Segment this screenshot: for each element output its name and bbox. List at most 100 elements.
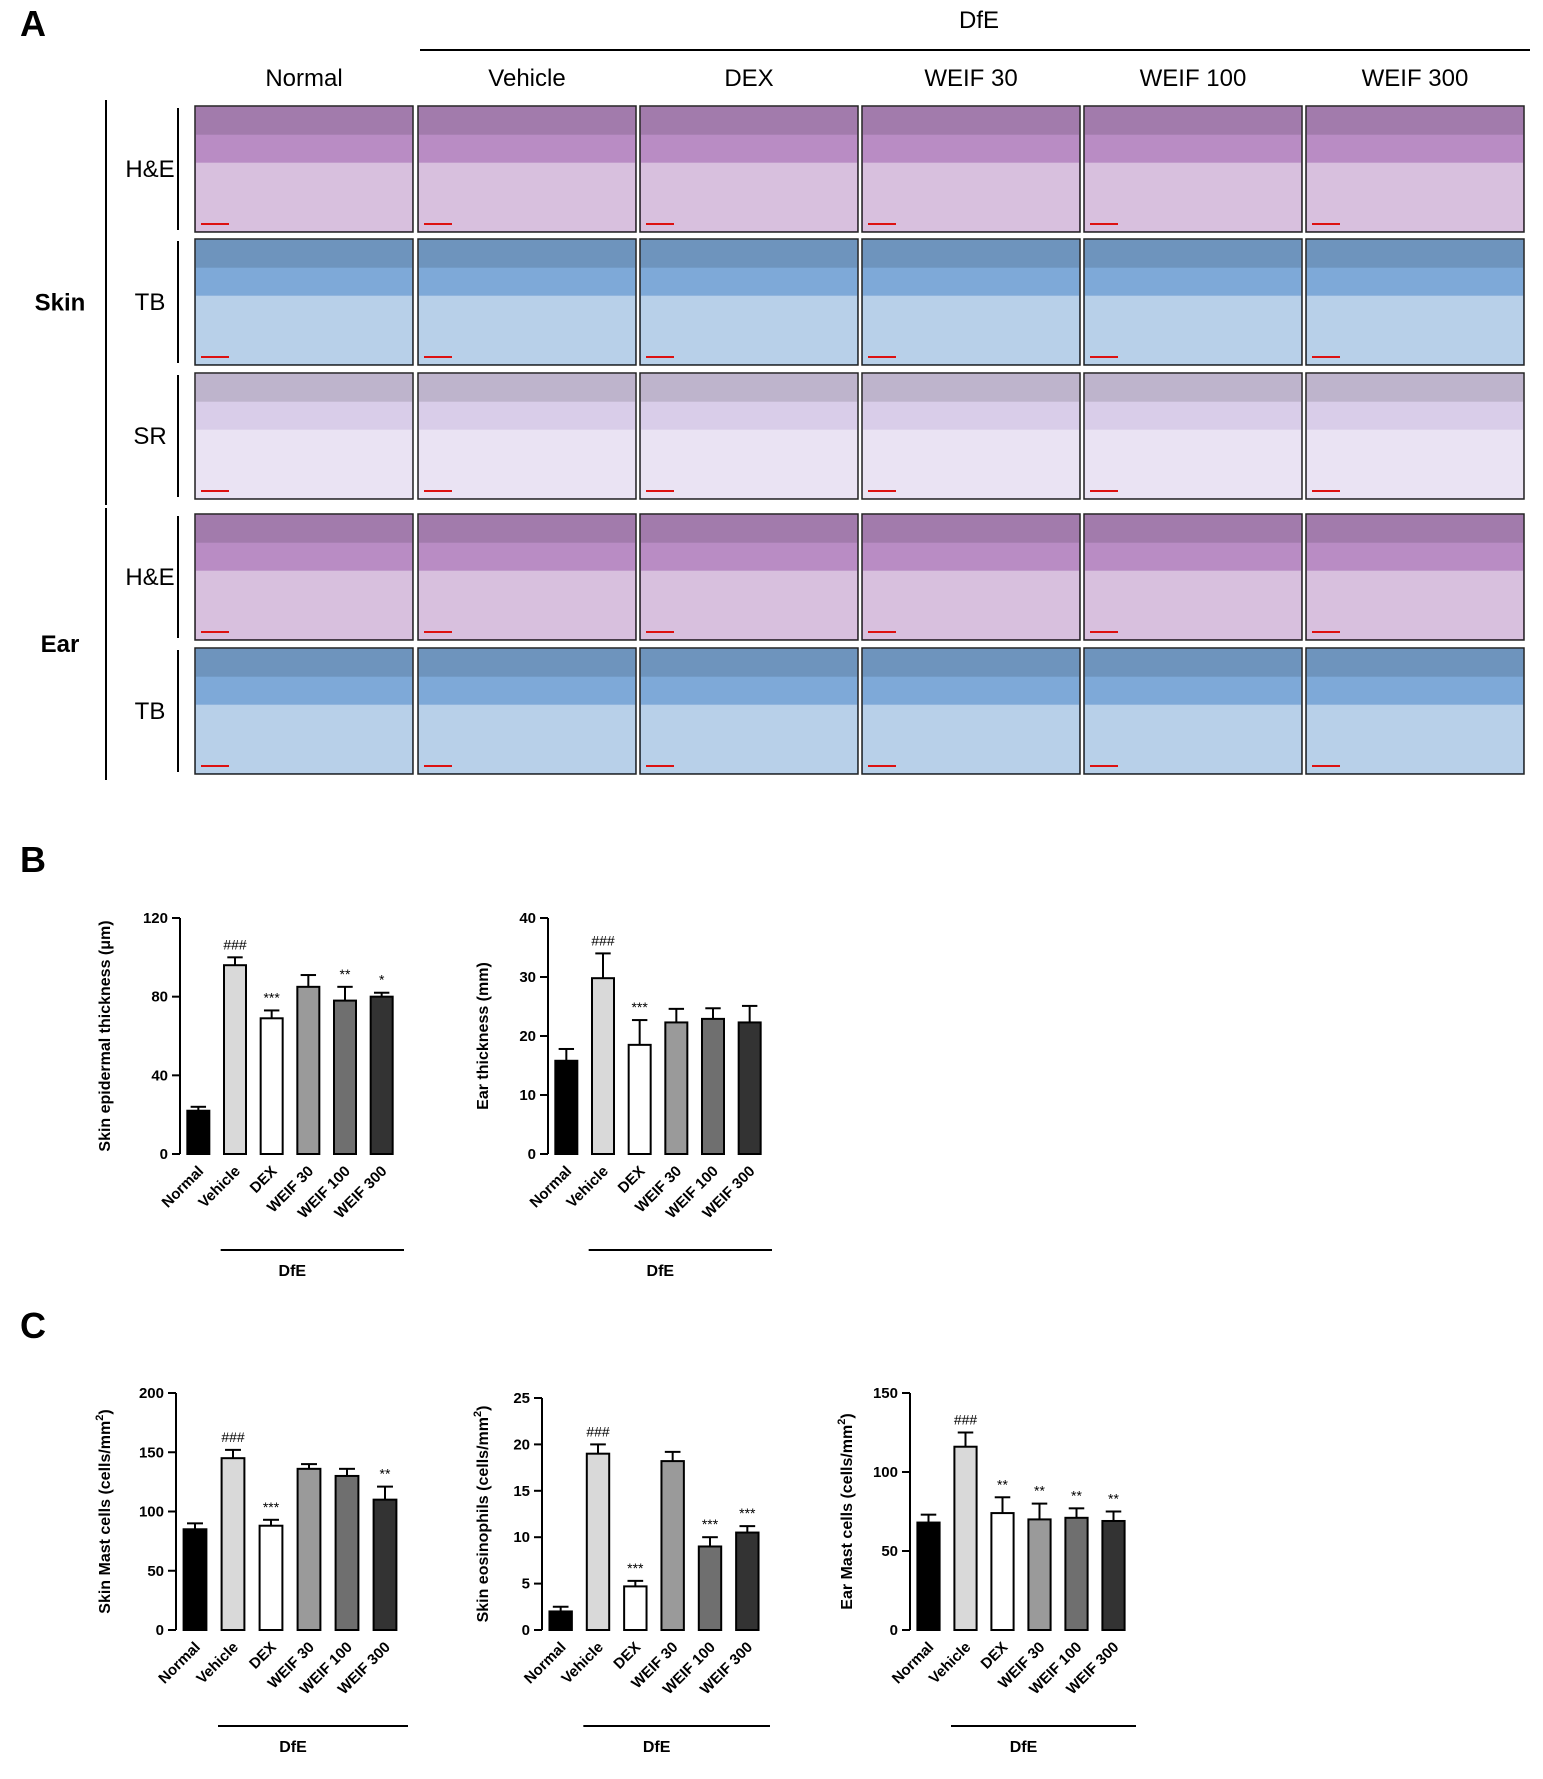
category-label-1-1: Vehicle — [563, 1163, 612, 1212]
bar-1-5 — [737, 1021, 762, 1155]
tissue-image-4-5 — [1305, 647, 1525, 775]
significance-4-3: ** — [1034, 1483, 1045, 1499]
y-tick-label-2-1: 50 — [147, 1563, 164, 1580]
y-tick-label-4-0: 0 — [890, 1622, 898, 1639]
y-tick-label-0-2: 80 — [151, 989, 168, 1006]
bar-4-1 — [953, 1445, 978, 1631]
category-label-2-0: Normal — [155, 1639, 204, 1688]
category-label-0-1: Vehicle — [195, 1163, 244, 1212]
y-tick-label-0-1: 40 — [151, 1067, 168, 1084]
y-tick-label-0-3: 120 — [143, 910, 168, 927]
y-tick-label-0-0: 0 — [160, 1146, 168, 1163]
bar-1-4 — [701, 1017, 725, 1156]
tissue-image-2-1 — [417, 372, 637, 500]
y-tick-label-2-2: 100 — [139, 1504, 164, 1521]
significance-3-5: *** — [739, 1505, 756, 1521]
y-tick-label-1-4: 40 — [519, 910, 536, 927]
y-axis-label-2: Skin Mast cells (cells/mm2) — [94, 1409, 114, 1613]
group-label-2: DfE — [279, 1739, 307, 1756]
tissue-image-3-2 — [639, 513, 859, 641]
significance-3-1: ### — [586, 1423, 610, 1439]
bar-2-2 — [258, 1524, 284, 1631]
column-header-4: WEIF 100 — [1140, 65, 1247, 92]
bar-0-5 — [369, 995, 394, 1156]
tissue-image-3-3 — [861, 513, 1081, 641]
y-tick-label-1-2: 20 — [519, 1028, 536, 1045]
bar-1-1 — [591, 977, 615, 1155]
significance-4-5: ** — [1108, 1491, 1119, 1507]
tissue-image-0-4 — [1083, 105, 1303, 233]
tissue-image-1-5 — [1305, 238, 1525, 366]
y-tick-label-3-1: 5 — [522, 1576, 530, 1593]
tissue-image-1-1 — [417, 238, 637, 366]
y-tick-label-3-0: 0 — [522, 1622, 530, 1639]
category-label-2-1: Vehicle — [193, 1639, 242, 1688]
column-header-3: WEIF 30 — [924, 65, 1017, 92]
significance-4-4: ** — [1071, 1487, 1082, 1503]
tissue-image-2-0 — [194, 372, 414, 500]
tissue-image-2-3 — [861, 372, 1081, 500]
histology-column-headers: Normal Vehicle DEX WEIF 30 WEIF 100 WEIF 300 — [265, 65, 1468, 92]
y-tick-label-2-4: 200 — [139, 1385, 164, 1402]
significance-3-4: *** — [702, 1516, 719, 1532]
histology-tiles — [194, 105, 1525, 775]
bar-2-5 — [372, 1498, 398, 1632]
tissue-label-1: Ear — [41, 631, 80, 658]
y-tick-label-1-1: 10 — [519, 1087, 536, 1104]
y-tick-label-3-2: 10 — [513, 1529, 530, 1546]
tissue-image-3-5 — [1305, 513, 1525, 641]
histology-group-label: DfE — [959, 7, 999, 34]
y-tick-label-1-3: 30 — [519, 969, 536, 986]
significance-0-5: * — [379, 972, 385, 988]
bar-charts: 0 40 80 120 Skin epidermal thickness (μm) Nor… — [94, 910, 1136, 1756]
bar-3-3 — [660, 1460, 685, 1631]
bar-2-4 — [334, 1474, 360, 1631]
tissue-image-2-2 — [639, 372, 859, 500]
y-tick-label-4-2: 100 — [873, 1464, 898, 1481]
tissue-image-1-0 — [194, 238, 414, 366]
group-label-0: DfE — [279, 1263, 307, 1280]
bar-2-0 — [182, 1528, 208, 1632]
significance-0-4: ** — [340, 966, 351, 982]
category-label-2-2: DEX — [246, 1639, 280, 1673]
tissue-image-1-3 — [861, 238, 1081, 366]
group-label-1: DfE — [647, 1263, 675, 1280]
tissue-image-0-3 — [861, 105, 1081, 233]
stain-label-4: TB — [135, 698, 166, 725]
bar-0-2 — [259, 1017, 284, 1155]
bar-0-4 — [333, 999, 357, 1155]
bar-2-3 — [296, 1467, 322, 1631]
tissue-image-0-5 — [1305, 105, 1525, 233]
bar-chart-2: 0 50 100 150 200 Skin Mast cells (cells/mm2) N… — [94, 1385, 408, 1756]
significance-2-2: *** — [263, 1499, 280, 1515]
tissue-image-0-1 — [417, 105, 637, 233]
significance-3-2: *** — [627, 1560, 644, 1576]
bar-1-3 — [664, 1021, 689, 1155]
category-label-4-1: Vehicle — [926, 1639, 975, 1688]
y-tick-label-4-1: 50 — [881, 1543, 898, 1560]
significance-0-1: ### — [223, 936, 247, 952]
y-tick-label-4-3: 150 — [873, 1385, 898, 1402]
y-tick-label-2-3: 150 — [139, 1444, 164, 1461]
bar-4-4 — [1064, 1516, 1089, 1631]
y-tick-label-3-5: 25 — [513, 1390, 530, 1407]
significance-4-1: ### — [954, 1412, 978, 1428]
tissue-image-3-1 — [417, 513, 637, 641]
column-header-2: DEX — [724, 65, 773, 92]
bar-1-0 — [554, 1059, 579, 1156]
bar-0-3 — [296, 985, 321, 1155]
tissue-image-4-4 — [1083, 647, 1303, 775]
significance-4-2: ** — [997, 1476, 1008, 1492]
significance-0-2: *** — [263, 989, 280, 1005]
tissue-image-4-2 — [639, 647, 859, 775]
column-header-0: Normal — [265, 65, 342, 92]
bar-4-2 — [990, 1512, 1015, 1631]
bar-3-0 — [548, 1610, 573, 1631]
category-label-3-2: DEX — [610, 1639, 644, 1673]
tissue-image-0-0 — [194, 105, 414, 233]
category-label-3-1: Vehicle — [558, 1639, 607, 1688]
